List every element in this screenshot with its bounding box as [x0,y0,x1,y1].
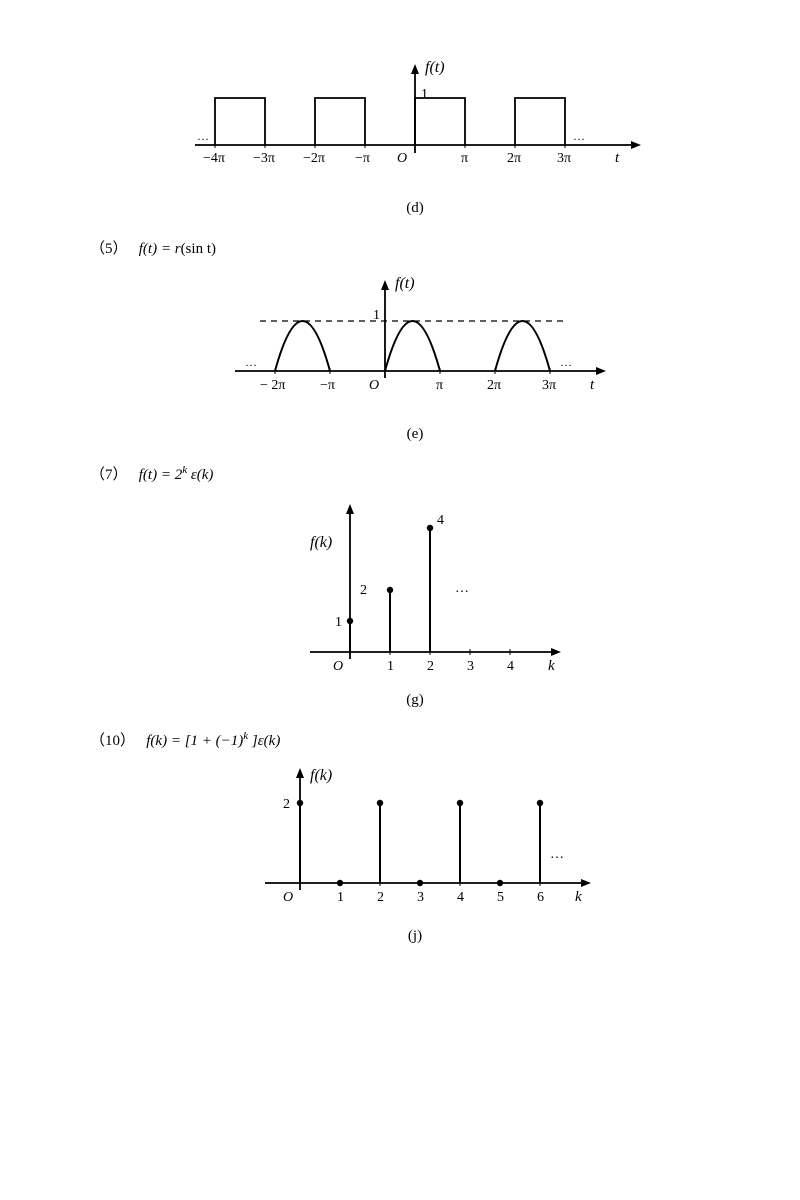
xtick-g-1: 2 [427,659,434,674]
figure-e-xlabel: t [590,377,595,393]
figure-d-xlabel: t [615,150,620,166]
figure-g-xlabel: k [548,658,555,674]
ytick-j-0: 2 [283,797,290,812]
figure-e-ylabel: f(t) [395,275,415,292]
problem-7-label: （7） f(t) = 2k ε(k) [90,463,740,484]
xtick-e-3: 2π [487,378,501,393]
ellipsis-d-right: … [573,129,585,143]
xtick-j-5: 6 [537,890,544,905]
problem-10-num: （10） [90,733,135,749]
xtick-d-4: π [461,151,468,166]
problem-7-num: （7） [90,467,128,483]
figure-g-svg: f(k) 1 2 4 O 1 2 3 4 k … [255,492,575,682]
xtick-j-0: 1 [337,890,344,905]
problem-5-formula-a: f(t) = r [139,241,181,257]
origin-j: O [283,890,293,905]
problem-10-formula-b: ]ε(k) [248,733,280,749]
xtick-d-5: 2π [507,151,521,166]
ytick-g-0: 1 [335,615,342,630]
xtick-e-4: 3π [542,378,556,393]
xtick-e-0: − 2π [260,378,285,393]
xtick-g-2: 3 [467,659,474,674]
figure-d: f(t) 1 −4π −3π −2π −π O π [90,50,740,190]
origin-g: O [333,659,343,674]
figure-j: f(k) 2 O 1 2 3 [90,758,740,918]
caption-j: (j) [90,928,740,945]
xtick-j-3: 4 [457,890,464,905]
xtick-d-6: 3π [557,151,571,166]
figure-d-svg: f(t) 1 −4π −3π −2π −π O π [165,50,665,190]
ellipsis-j: … [550,847,564,862]
ellipsis-d-left: … [197,129,209,143]
problem-7-tail: ε(k) [187,467,213,483]
figure-j-svg: f(k) 2 O 1 2 3 [225,758,605,918]
figure-j-ylabel: f(k) [310,767,332,784]
xtick-d-1: −3π [253,151,275,166]
xtick-e-2: π [436,378,443,393]
origin-d: O [397,151,407,166]
xtick-g-0: 1 [387,659,394,674]
problem-5-formula-b: (sin t) [181,241,216,257]
figure-e: f(t) 1 − 2π −π O π 2π 3π t … … [90,266,740,416]
caption-e: (e) [90,426,740,443]
problem-10-formula-a: f(k) = [1 + (−1) [146,733,243,749]
ytick-g-1: 2 [360,583,367,598]
caption-d: (d) [90,200,740,217]
xtick-j-2: 3 [417,890,424,905]
figure-e-svg: f(t) 1 − 2π −π O π 2π 3π t … … [205,266,625,416]
xtick-g-3: 4 [507,659,514,674]
problem-7-formula-a: f(t) = 2 [139,467,182,483]
figure-g-ylabel: f(k) [310,534,332,551]
figure-d-ylabel: f(t) [425,59,445,76]
ellipsis-e-right: … [560,355,572,369]
figure-e-ytick: 1 [373,308,380,323]
xtick-d-0: −4π [203,151,225,166]
origin-e: O [369,378,379,393]
xtick-d-2: −2π [303,151,325,166]
ytick-g-2: 4 [437,513,444,528]
xtick-j-1: 2 [377,890,384,905]
problem-5-label: （5） f(t) = r(sin t) [90,237,740,258]
problem-10-label: （10） f(k) = [1 + (−1)k ]ε(k) [90,729,740,750]
figure-g: f(k) 1 2 4 O 1 2 3 4 k … [90,492,740,682]
figure-d-ytick: 1 [421,87,428,102]
xtick-d-3: −π [355,151,370,166]
caption-g: (g) [90,692,740,709]
figure-j-xlabel: k [575,889,582,905]
problem-5-num: （5） [90,241,128,257]
xtick-j-4: 5 [497,890,504,905]
ellipsis-g: … [455,581,469,596]
xtick-e-1: −π [320,378,335,393]
ellipsis-e-left: … [245,355,257,369]
